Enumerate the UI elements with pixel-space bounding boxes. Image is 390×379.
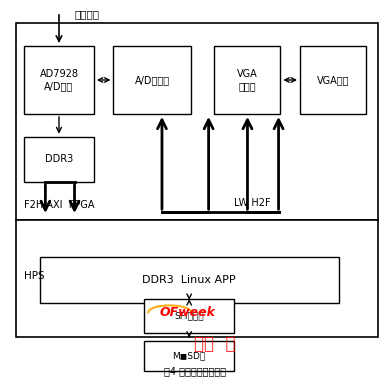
Bar <box>144 299 234 333</box>
Bar <box>16 220 378 337</box>
Bar <box>16 23 378 220</box>
Text: 输入信号: 输入信号 <box>74 9 99 19</box>
Bar <box>24 137 94 182</box>
Text: DDR3  Linux APP: DDR3 Linux APP <box>142 275 236 285</box>
Text: AD7928
A/D转换: AD7928 A/D转换 <box>39 69 78 91</box>
Bar <box>39 257 339 303</box>
Text: HPS: HPS <box>24 271 44 281</box>
Text: A/D转换器: A/D转换器 <box>135 75 170 85</box>
Text: M◼SD卡: M◼SD卡 <box>172 351 206 360</box>
Bar <box>215 46 280 114</box>
Text: SFI控制器: SFI控制器 <box>174 312 204 321</box>
Text: 医疗  网: 医疗 网 <box>194 335 235 353</box>
Text: VGA显示: VGA显示 <box>317 75 349 85</box>
Text: DDR3: DDR3 <box>45 154 73 164</box>
Bar <box>144 341 234 371</box>
Bar <box>24 46 94 114</box>
Bar <box>113 46 191 114</box>
Bar <box>300 46 366 114</box>
Text: VGA
控制器: VGA 控制器 <box>237 69 258 91</box>
Text: F2H AXI  FPGA: F2H AXI FPGA <box>24 200 94 210</box>
Text: 图4 系统数字部分架构: 图4 系统数字部分架构 <box>164 366 226 376</box>
Text: LW H2F: LW H2F <box>234 198 271 208</box>
Text: OFweek: OFweek <box>159 306 215 319</box>
